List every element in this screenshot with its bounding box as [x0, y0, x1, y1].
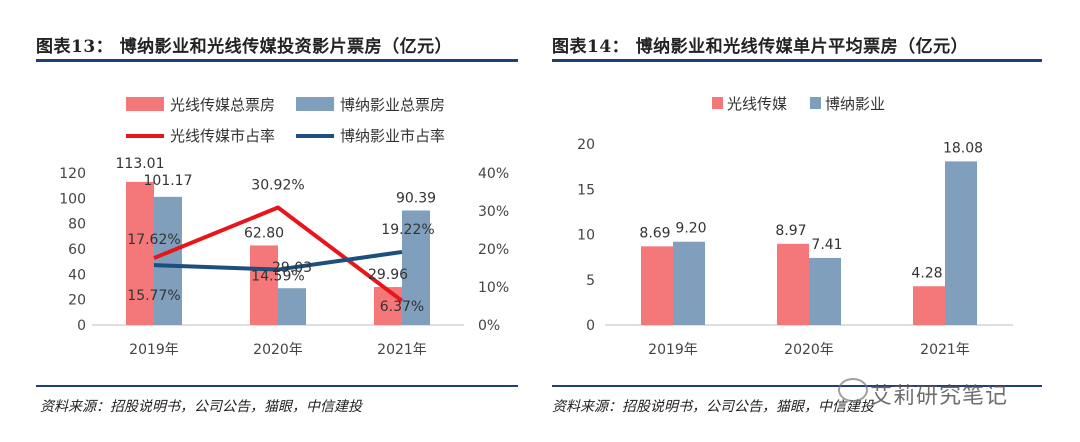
y-tick-label: 0	[77, 318, 86, 334]
legend-label: 光线传媒市占率	[170, 127, 275, 145]
legend-label: 光线传媒	[727, 95, 787, 113]
figure-13-bottom-rule	[36, 385, 518, 387]
line-data-label: 17.62%	[127, 232, 180, 248]
bar-data-label: 8.69	[639, 225, 670, 241]
bar	[673, 241, 705, 325]
bar-data-label: 101.17	[144, 173, 193, 189]
bar-data-label: 7.41	[811, 237, 842, 253]
legend-swatch	[712, 97, 723, 109]
y-tick-label: 10	[577, 228, 595, 244]
x-tick-label: 2019年	[129, 342, 179, 358]
bar	[374, 287, 402, 325]
y-tick-label: 5	[586, 273, 595, 289]
watermark: 艾莉研究笔记	[870, 384, 1009, 409]
y-tick-label: 40	[68, 267, 86, 283]
legend-swatch	[810, 97, 821, 109]
bar-data-label: 18.08	[943, 140, 983, 156]
legend-label: 博纳影业总票房	[340, 96, 445, 114]
bar-data-label: 9.20	[675, 221, 706, 237]
bar	[945, 161, 977, 325]
y-tick-label: 100	[59, 191, 86, 207]
line-data-label: 30.92%	[251, 178, 304, 194]
figure-14-bottom-rule	[552, 385, 1042, 387]
bar	[278, 288, 306, 325]
y-tick-label: 20	[68, 293, 86, 309]
legend-swatch	[296, 97, 334, 111]
y-tick-label: 120	[59, 166, 86, 182]
y2-tick-label: 10%	[478, 280, 509, 296]
figure-13-title: 图表13： 博纳影业和光线传媒投资影片票房（亿元）	[36, 37, 453, 57]
y-tick-label: 80	[68, 217, 86, 233]
bar	[250, 245, 278, 325]
x-tick-label: 2021年	[920, 342, 970, 358]
legend-label: 博纳影业市占率	[340, 127, 445, 145]
bar-data-label: 29.03	[272, 260, 312, 276]
bar	[809, 257, 841, 325]
figure-14-source: 资料来源：招股说明书，公司公告，猫眼，中信建投	[552, 399, 874, 415]
y-tick-label: 20	[577, 137, 595, 153]
line-data-label: 19.22%	[381, 222, 434, 238]
legend-label: 光线传媒总票房	[170, 96, 275, 114]
bar-data-label: 4.28	[911, 265, 942, 281]
figure-14-top-rule	[552, 59, 1042, 62]
y2-tick-label: 30%	[478, 204, 509, 220]
bar	[126, 181, 154, 325]
y-tick-label: 60	[68, 242, 86, 258]
bar	[913, 286, 945, 325]
line-data-label: 14.59%	[251, 269, 304, 285]
series-line	[153, 205, 404, 303]
x-tick-label: 2020年	[784, 342, 834, 358]
bar	[641, 246, 673, 325]
bar-data-label: 29.96	[368, 267, 408, 283]
figure-13-source: 资料来源：招股说明书，公司公告，猫眼，中信建投	[40, 399, 362, 415]
line-data-label: 6.37%	[380, 299, 424, 315]
y-tick-label: 15	[577, 182, 595, 198]
line-data-label: 15.77%	[127, 288, 180, 304]
x-tick-label: 2020年	[253, 342, 303, 358]
bar	[154, 196, 182, 325]
figure-13-top-rule	[36, 59, 518, 62]
y2-tick-label: 40%	[478, 166, 509, 182]
x-tick-label: 2021年	[377, 342, 427, 358]
bar-data-label: 62.80	[244, 225, 284, 241]
legend-label: 博纳影业	[825, 95, 885, 113]
figure-14-title: 图表14： 博纳影业和光线传媒单片平均票房（亿元）	[552, 37, 969, 57]
wechat-icon	[838, 378, 868, 402]
bar	[777, 243, 809, 325]
bar-data-label: 90.39	[396, 191, 436, 207]
x-tick-label: 2019年	[648, 342, 698, 358]
y2-tick-label: 20%	[478, 242, 509, 258]
y-tick-label: 0	[586, 318, 595, 334]
legend-swatch	[126, 97, 164, 111]
bar	[402, 210, 430, 325]
bar-data-label: 8.97	[775, 223, 806, 239]
y2-tick-label: 0%	[478, 318, 500, 334]
series-line	[153, 249, 403, 272]
bar-data-label: 113.01	[116, 156, 165, 172]
